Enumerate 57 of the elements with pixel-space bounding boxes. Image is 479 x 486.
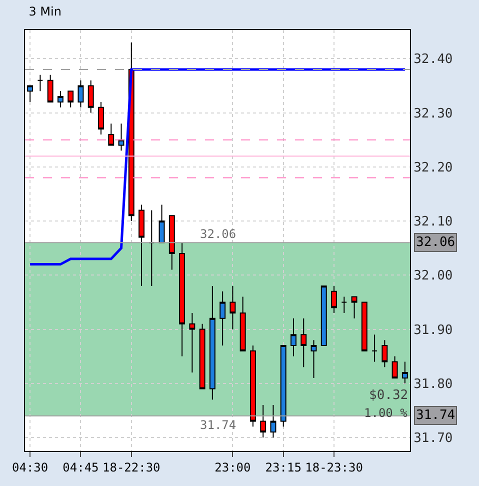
x-tick-label: 18-22:30 [102,460,160,474]
y-tick-label: 31.80 [414,376,453,392]
candlestick [88,80,94,114]
candlestick [331,285,337,314]
candlestick [108,123,114,146]
candlestick [168,215,175,270]
candlestick [199,323,206,390]
x-tick-label: 23:00 [214,460,251,474]
candlestick [240,296,246,352]
candlestick [320,285,327,346]
candlestick [220,290,226,346]
candlestick [402,361,408,384]
candlestick [280,344,286,428]
x-tick-label: 23:15 [265,460,302,474]
y-tick-label: 32.20 [414,160,453,176]
candlestick [310,340,317,378]
ref-line-label: 32.06 [416,235,456,250]
candlestick [230,285,236,330]
annotation: $0.32 [369,388,408,403]
y-tick-label: 31.90 [414,322,453,338]
candlestick [361,302,368,352]
candlestick [27,85,34,102]
x-tick-label: 04:30 [12,460,48,474]
candlestick [300,318,307,368]
candlestick [57,90,64,108]
candlestick [270,404,276,438]
candlestick [68,90,74,108]
candlestick [209,285,216,400]
y-tick-label: 31.70 [414,431,453,446]
candlestick [351,296,358,319]
x-tick-label: 18-23:30 [305,460,363,474]
candlestick [98,101,104,135]
candlestick [341,296,348,314]
x-tick-label: 04:45 [62,460,99,474]
candlestick [158,204,165,244]
candlestick [250,344,256,428]
candlestick [47,74,54,102]
y-tick-label: 32.40 [414,52,453,68]
candlestick [37,74,44,92]
y-tick-label: 32.30 [414,106,453,122]
ref-line-label: 31.74 [416,408,456,423]
candlestick [260,404,266,438]
candlestick [382,340,388,368]
candlestick [179,242,186,357]
chart-title: 3 Min [28,4,62,19]
y-tick-label: 32.00 [414,268,453,284]
candlestick [118,123,124,152]
candlestick [138,204,144,286]
candlestick [78,80,84,108]
candlestick [372,334,378,362]
annotation: 32.06 [200,227,236,241]
annotation: 31.74 [200,418,236,432]
candlestick [290,318,296,357]
candlestick [392,356,398,378]
annotation: 1.00 % [364,406,408,420]
candlestick [189,312,196,374]
y-tick-label: 32.10 [414,214,453,230]
